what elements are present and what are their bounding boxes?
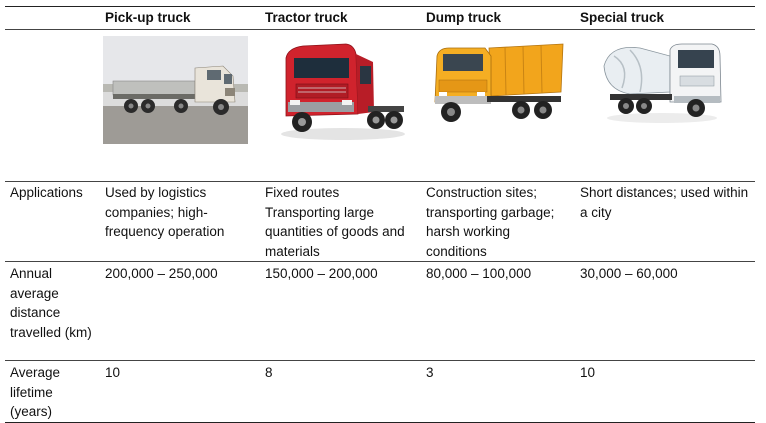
tractor-truck-image-cell	[260, 29, 421, 182]
cell-special-applications: Short distances; used within a city	[575, 181, 755, 262]
row-label-distance: Annual average distance travelled (km)	[5, 261, 100, 361]
table-image-row	[5, 29, 755, 182]
header-pickup-truck: Pick-up truck	[100, 6, 260, 30]
row-label-applications: Applications	[5, 181, 100, 262]
header-special-truck: Special truck	[575, 6, 755, 30]
cell-pickup-lifetime: 10	[100, 360, 260, 423]
cell-tractor-applications: Fixed routes Transporting large quantiti…	[260, 181, 421, 262]
table-row-distance: Annual average distance travelled (km) 2…	[5, 261, 755, 361]
special-truck-image-cell	[575, 29, 755, 182]
cell-special-lifetime: 10	[575, 360, 755, 423]
cell-special-distance: 30,000 – 60,000	[575, 261, 755, 361]
dump-truck-photo	[427, 36, 567, 128]
pickup-truck-photo	[103, 36, 248, 144]
special-truck-photo	[600, 36, 725, 124]
table-row-applications: Applications Used by logistics companies…	[5, 181, 755, 262]
row-label-lifetime: Average lifetime (years)	[5, 360, 100, 423]
tractor-truck-photo	[268, 36, 413, 144]
header-empty	[5, 6, 100, 30]
header-dump-truck: Dump truck	[421, 6, 575, 30]
cell-tractor-distance: 150,000 – 200,000	[260, 261, 421, 361]
truck-comparison-table: Pick-up truck Tractor truck Dump truck S…	[5, 6, 755, 423]
cell-tractor-lifetime: 8	[260, 360, 421, 423]
cell-dump-distance: 80,000 – 100,000	[421, 261, 575, 361]
pickup-truck-image-cell	[100, 29, 260, 182]
cell-dump-lifetime: 3	[421, 360, 575, 423]
dump-truck-image-cell	[421, 29, 575, 182]
cell-pickup-distance: 200,000 – 250,000	[100, 261, 260, 361]
image-row-label	[5, 29, 100, 182]
table-header-row: Pick-up truck Tractor truck Dump truck S…	[5, 6, 755, 30]
cell-pickup-applications: Used by logistics companies; high-freque…	[100, 181, 260, 262]
table-row-lifetime: Average lifetime (years) 10 8 3 10	[5, 360, 755, 423]
header-tractor-truck: Tractor truck	[260, 6, 421, 30]
cell-dump-applications: Construction sites; transporting garbage…	[421, 181, 575, 262]
